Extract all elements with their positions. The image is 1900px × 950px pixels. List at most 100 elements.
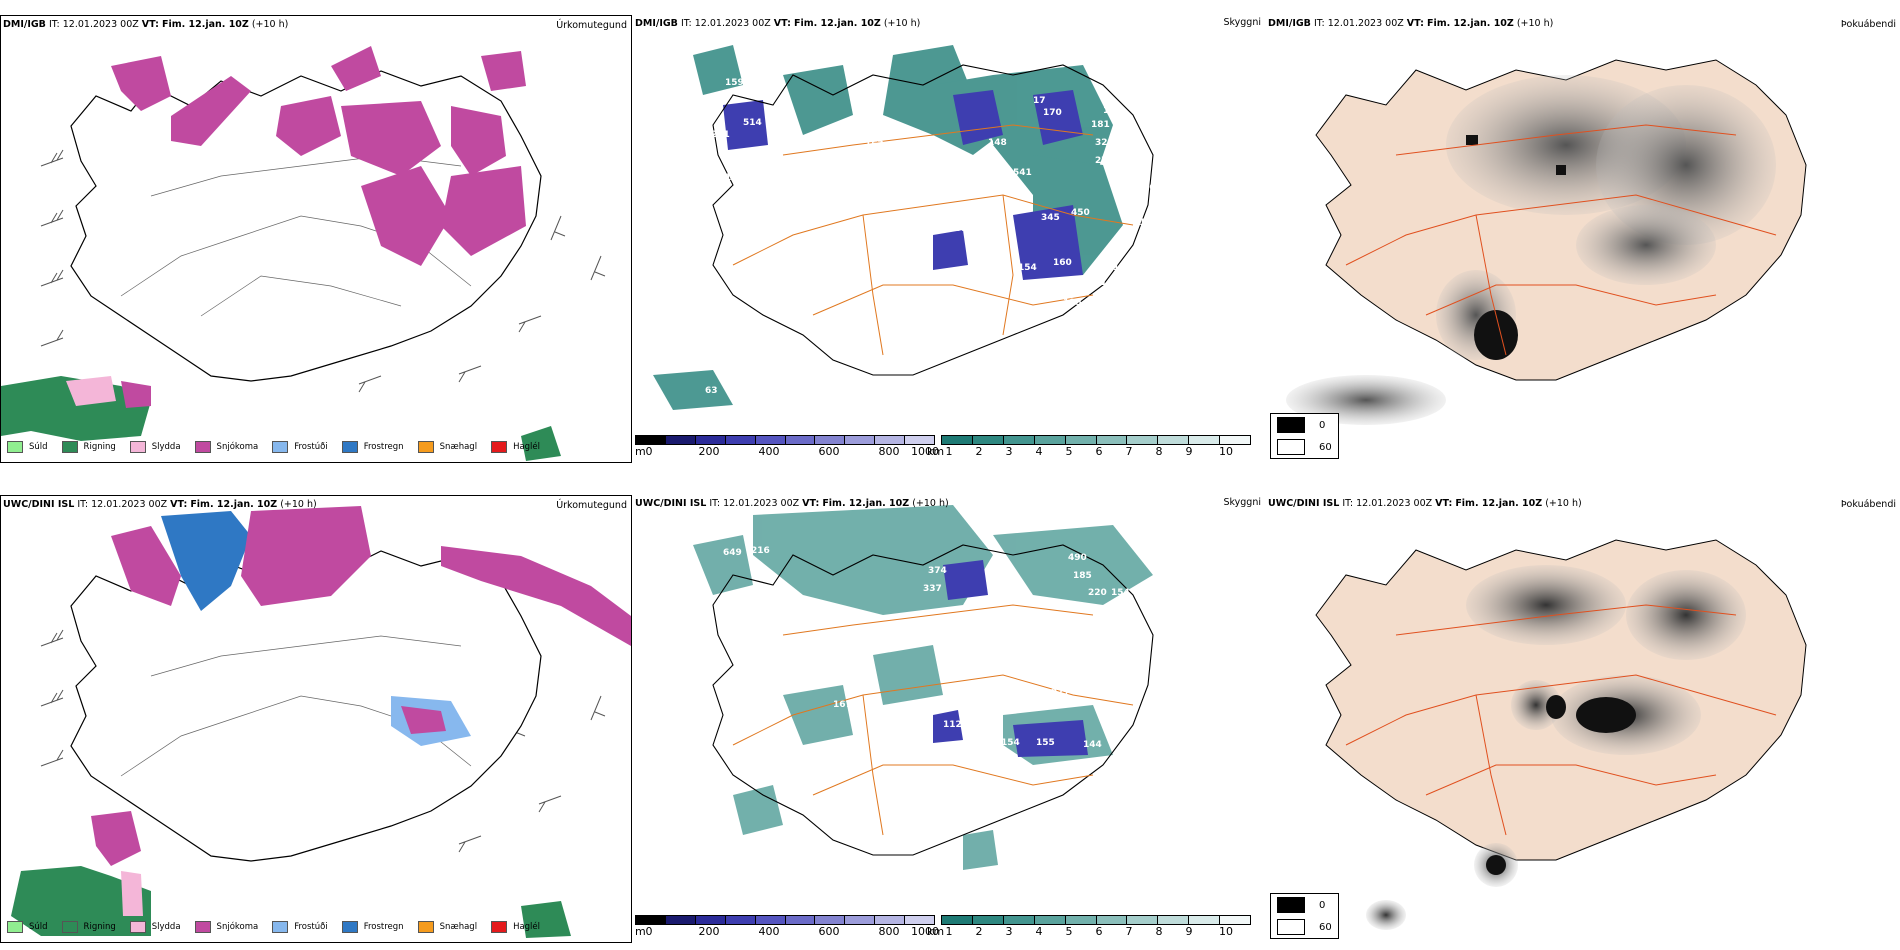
legend-item-rigning: Rigning [61,921,116,933]
svg-text:29: 29 [1113,240,1126,250]
dense-fog [1486,695,1636,875]
precip-type-map-bottom [11,506,631,938]
legend-item-sudl: Súld [7,441,48,453]
legend-item-frostregn: Frostregn [341,441,404,453]
precip-title-bottom: UWC/DINI ISL IT: 12.01.2023 00Z VT: Fim.… [3,499,317,510]
legend-item-snaehagl: Snæhagl [417,921,477,933]
svg-text:234: 234 [761,228,780,238]
colorbar-labels-m: m 0 200 400 600 800 1000 [635,445,939,458]
visibility-colorbar-m-top: m 0 200 400 600 800 1000 [635,435,939,459]
precip-legend-top: Súld Rigning Slydda Snjókoma Frostúði Fr… [7,441,554,453]
svg-text:145: 145 [935,186,954,196]
wind-barbs [40,629,606,853]
legend-item-sudl: Súld [7,921,48,933]
svg-text:514: 514 [743,118,762,128]
svg-text:181: 181 [1091,120,1110,130]
svg-text:345: 345 [1041,213,1060,223]
fog-map-top [1286,59,1807,425]
dense-fog [1466,135,1566,360]
colorbar-labels-km: km 1 2 3 4 5 6 7 8 9 10 [927,445,1233,458]
visibility-title-bottom: UWC/DINI ISL IT: 12.01.2023 00Z VT: Fim.… [635,498,949,509]
svg-text:216: 216 [751,546,770,556]
svg-text:323: 323 [1155,158,1174,168]
colorbar-strip-km [941,915,1251,925]
svg-text:541: 541 [1013,168,1032,178]
visibility-panel-name-bottom: Skyggni [1223,497,1261,508]
svg-text:181: 181 [1088,278,1107,288]
svg-text:148: 148 [988,138,1007,148]
fog-legend-item-0: 0 [1271,894,1338,916]
fog-legend-item-60: 60 [1271,436,1338,458]
svg-text:144: 144 [1083,740,1102,750]
legend-item-snaehagl: Snæhagl [417,441,477,453]
snow-areas [111,46,526,266]
fog-legend-bottom: 0 60 [1270,893,1339,939]
svg-text:450: 450 [1071,208,1090,218]
fog-legend-top: 0 60 [1270,413,1339,459]
visibility-colorbar-km-top: km 1 2 3 4 5 6 7 8 9 10 [927,435,1251,459]
precip-areas-bottom [11,506,631,938]
legend-item-snjokoma: Snjókoma [194,441,258,453]
visibility-value-labels: 159 162 514 382 125 201 163 144 112 234 … [705,78,1174,396]
svg-text:162: 162 [751,78,770,88]
svg-text:118: 118 [943,663,962,673]
roads [1345,124,1777,356]
visibility-panel-top: 159 162 514 382 125 201 163 144 112 234 … [633,15,1265,463]
iceland-outline [712,544,1154,856]
legend-item-snjokoma: Snjókoma [194,921,258,933]
visibility-value-labels: 649 216 374 337 490 185 220 154 118 654 … [708,546,1130,928]
svg-text:17: 17 [1033,96,1046,106]
svg-text:170: 170 [1043,108,1062,118]
svg-text:654: 654 [1028,693,1047,703]
precip-type-panel-top: DMI/IGB IT: 12.01.2023 00Z VT: Fim. 12.j… [0,15,632,463]
svg-text:112: 112 [728,228,747,238]
svg-text:167: 167 [833,700,852,710]
svg-text:154: 154 [1001,738,1020,748]
visibility-colorbar-km-bottom: km 1 2 3 4 5 6 7 8 9 10 [927,915,1251,939]
svg-text:63: 63 [705,386,718,396]
legend-item-hagel: Haglél [491,441,540,453]
svg-text:490: 490 [1068,553,1087,563]
svg-text:155: 155 [1036,738,1055,748]
svg-text:321: 321 [1095,138,1114,148]
colorbar-strip-m [635,435,935,445]
visibility-map-top: 159 162 514 382 125 201 163 144 112 234 … [653,45,1174,410]
iceland-outline [712,64,1154,376]
roads [1345,604,1777,836]
visibility-map-bottom: 649 216 374 337 490 185 220 154 118 654 … [693,505,1154,928]
svg-text:382: 382 [773,138,792,148]
legend-item-frostregn: Frostregn [341,921,404,933]
legend-item-frostudi: Frostúði [272,921,328,933]
svg-text:185: 185 [1073,571,1092,581]
precip-type-map-top [1,46,606,461]
svg-text:118: 118 [1133,218,1152,228]
fog-title-top: DMI/IGB IT: 12.01.2023 00Z VT: Fim. 12.j… [1268,18,1554,29]
svg-text:144: 144 [783,203,802,213]
fog-legend-item-60: 60 [1271,916,1338,938]
svg-text:147: 147 [888,238,907,248]
svg-text:374: 374 [928,566,947,576]
precip-title-top: DMI/IGB IT: 12.01.2023 00Z VT: Fim. 12.j… [3,19,289,30]
svg-text:358: 358 [955,224,974,234]
svg-text:160: 160 [1053,258,1072,268]
svg-text:114: 114 [938,870,957,880]
svg-text:154: 154 [1111,588,1130,598]
precip-type-panel-bottom: UWC/DINI ISL IT: 12.01.2023 00Z VT: Fim.… [0,495,632,943]
precip-panel-name-top: Úrkomutegund [556,20,627,31]
legend-item-slydda: Slydda [129,921,181,933]
colorbar-strip-m [635,915,935,925]
svg-text:337: 337 [923,584,942,594]
svg-text:163: 163 [865,140,884,150]
svg-text:162: 162 [1103,106,1122,116]
colorbar-labels-m: m 0 200 400 600 800 1000 [635,925,939,938]
legend-item-frostudi: Frostúði [272,441,328,453]
svg-text:326: 326 [953,208,972,218]
svg-text:13: 13 [929,386,942,396]
svg-text:222: 222 [1138,240,1157,250]
legend-item-slydda: Slydda [129,441,181,453]
fog-panel-name-bottom: Þokuábendi [1840,499,1896,510]
svg-text:201: 201 [711,130,730,140]
precip-panel-name-bottom: Úrkomutegund [556,500,627,511]
visibility-colorbar-m-bottom: m 0 200 400 600 800 1000 [635,915,939,939]
roads [732,604,1134,836]
